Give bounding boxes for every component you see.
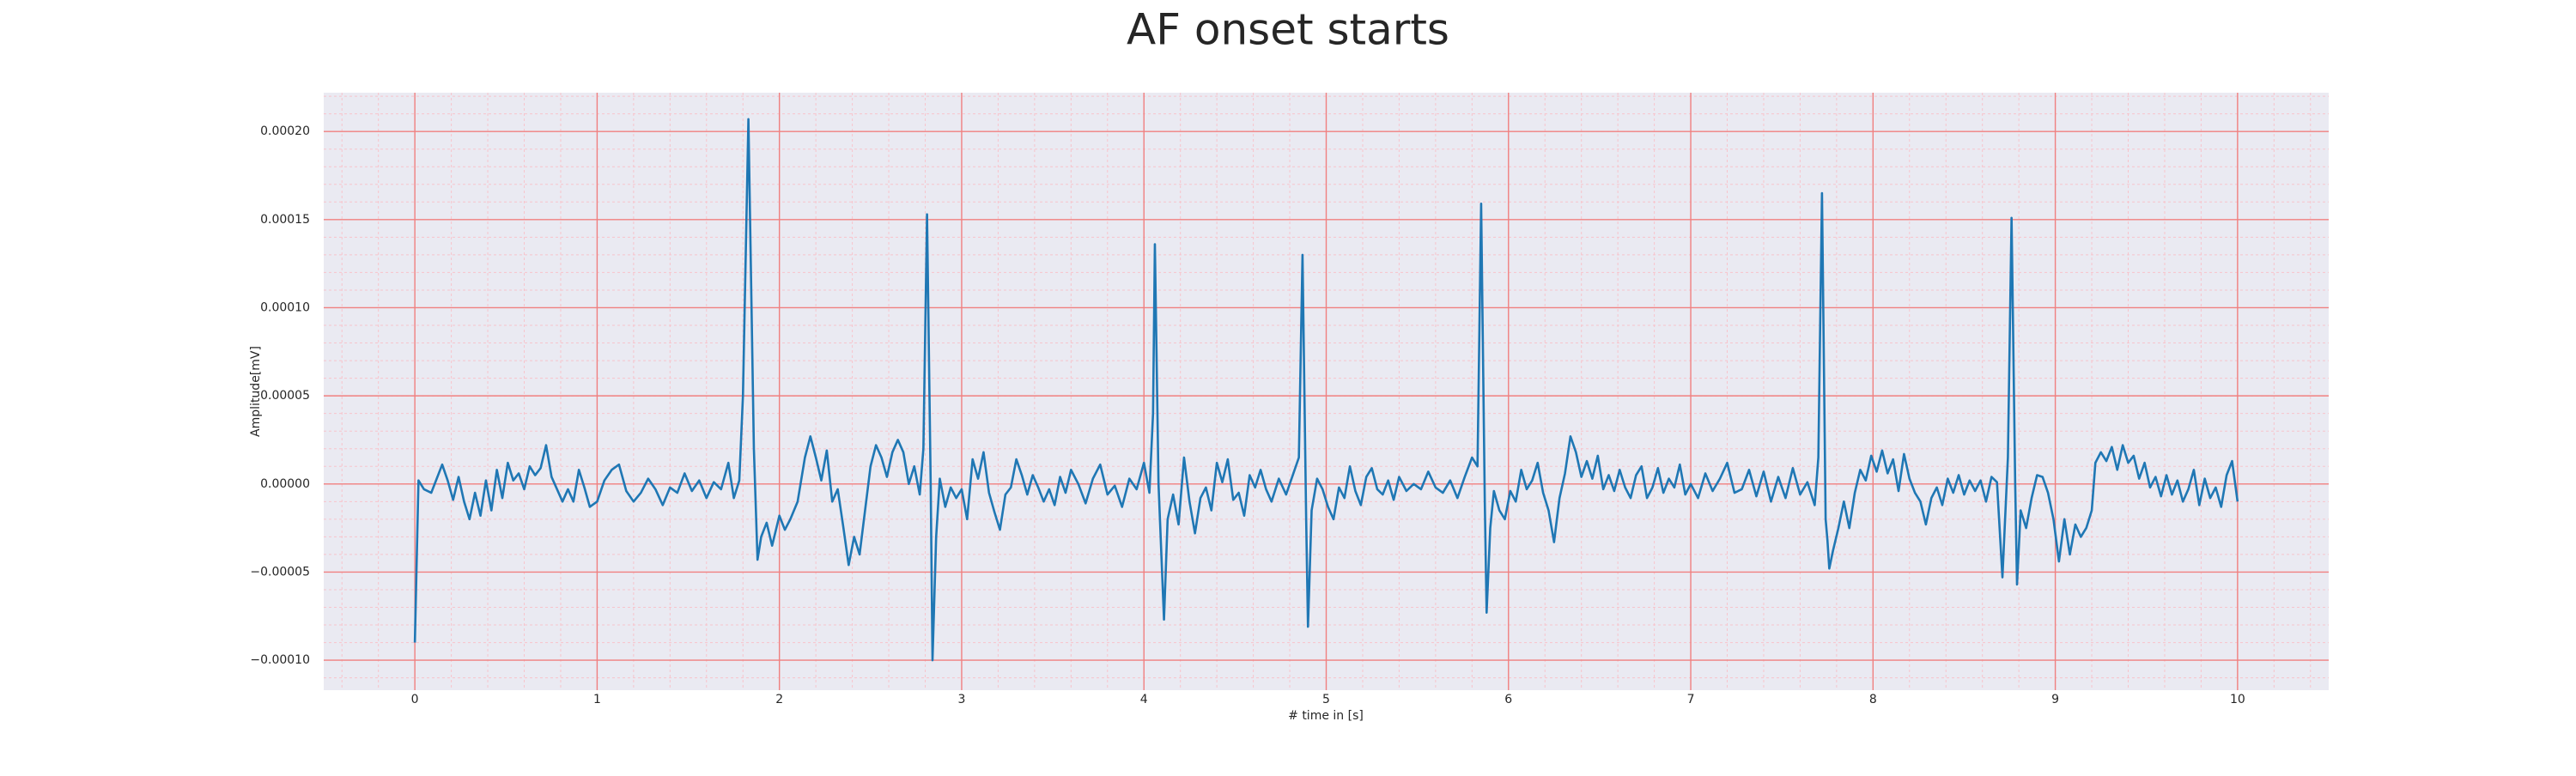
- ecg-line: [413, 118, 2239, 662]
- x-tick-label: 1: [593, 693, 601, 706]
- x-tick-label: 5: [1322, 693, 1330, 706]
- x-tick-label: 4: [1140, 693, 1148, 706]
- x-tick-label: 9: [2051, 693, 2059, 706]
- y-tick-label: 0.00015: [260, 213, 310, 227]
- x-tick-label: 10: [2230, 693, 2245, 706]
- x-tick-label: 8: [1869, 693, 1877, 706]
- x-tick-label: 2: [775, 693, 783, 706]
- chart-title: AF onset starts: [1127, 5, 1449, 55]
- y-tick-label: 0.00000: [260, 477, 310, 491]
- plot-area: [324, 93, 2329, 690]
- x-axis-label: # time in [s]: [1288, 709, 1364, 723]
- y-tick-label: 0.00020: [260, 124, 310, 138]
- y-axis-label: Amplitude[mV]: [249, 346, 263, 437]
- y-tick-label: −0.00010: [250, 653, 310, 667]
- x-tick-label: 0: [411, 693, 419, 706]
- y-tick-label: −0.00005: [250, 565, 310, 579]
- y-tick-label: 0.00010: [260, 300, 310, 314]
- y-tick-label: 0.00005: [260, 389, 310, 403]
- x-tick-label: 6: [1504, 693, 1512, 706]
- x-tick-label: 7: [1687, 693, 1695, 706]
- x-tick-label: 3: [957, 693, 965, 706]
